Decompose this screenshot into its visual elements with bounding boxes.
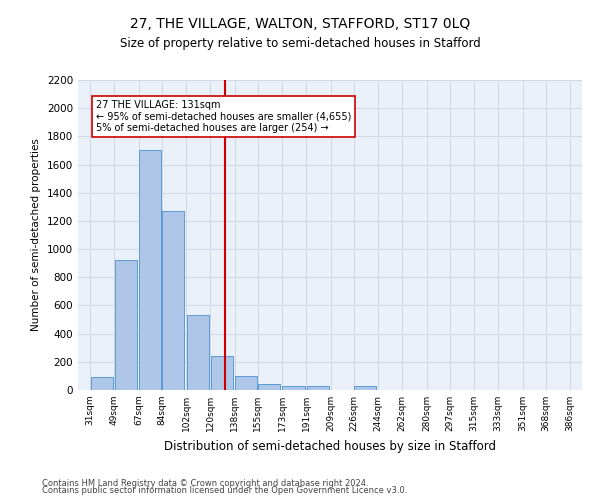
Y-axis label: Number of semi-detached properties: Number of semi-detached properties xyxy=(31,138,41,332)
Text: Contains public sector information licensed under the Open Government Licence v3: Contains public sector information licen… xyxy=(42,486,407,495)
Bar xyxy=(139,150,161,390)
Bar xyxy=(187,316,209,390)
Bar xyxy=(283,386,305,390)
Bar xyxy=(258,384,280,390)
Bar xyxy=(211,356,233,390)
Bar xyxy=(91,378,113,390)
Text: 27, THE VILLAGE, WALTON, STAFFORD, ST17 0LQ: 27, THE VILLAGE, WALTON, STAFFORD, ST17 … xyxy=(130,18,470,32)
Bar xyxy=(354,386,376,390)
Text: Contains HM Land Registry data © Crown copyright and database right 2024.: Contains HM Land Registry data © Crown c… xyxy=(42,478,368,488)
Bar xyxy=(235,376,257,390)
Bar xyxy=(115,260,137,390)
Text: 27 THE VILLAGE: 131sqm
← 95% of semi-detached houses are smaller (4,655)
5% of s: 27 THE VILLAGE: 131sqm ← 95% of semi-det… xyxy=(95,100,351,133)
X-axis label: Distribution of semi-detached houses by size in Stafford: Distribution of semi-detached houses by … xyxy=(164,440,496,452)
Bar xyxy=(307,386,329,390)
Text: Size of property relative to semi-detached houses in Stafford: Size of property relative to semi-detach… xyxy=(119,38,481,51)
Bar xyxy=(162,211,184,390)
